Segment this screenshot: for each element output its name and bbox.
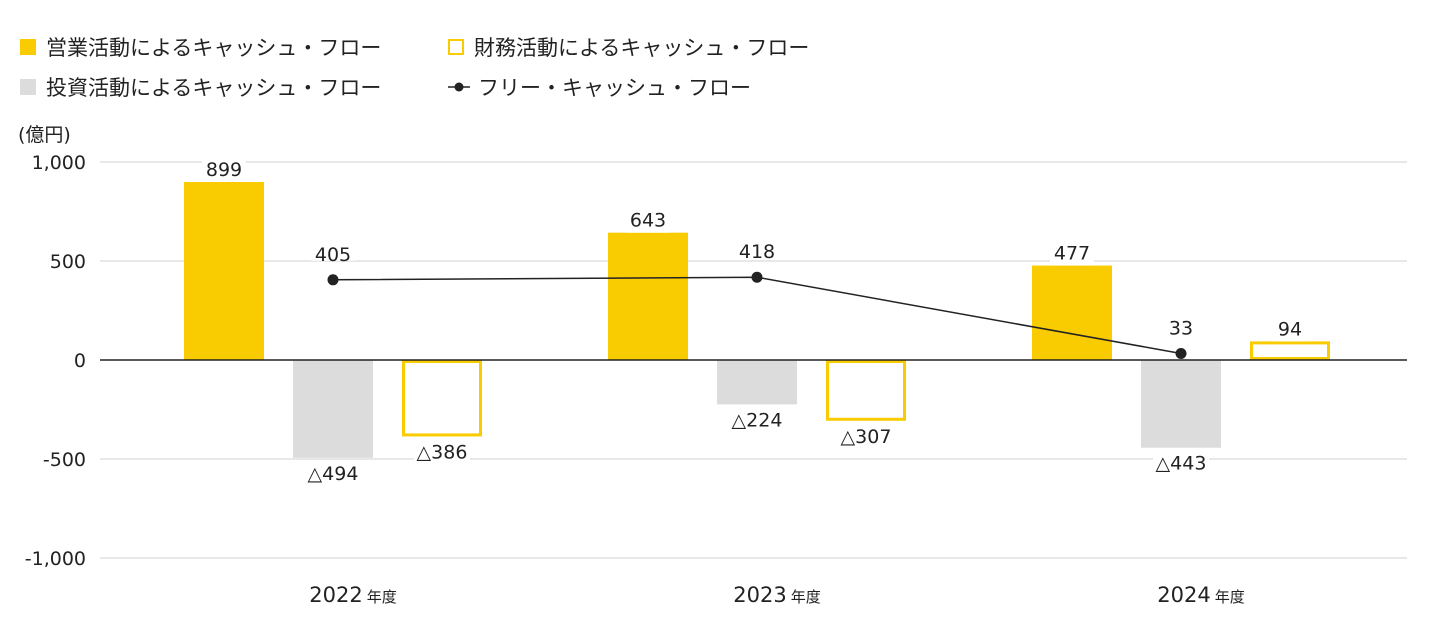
legend-item-financing: 財務活動によるキャッシュ・フロー <box>448 32 809 62</box>
legend-swatch-free <box>448 82 470 92</box>
y-tick-label: 1,000 <box>32 152 86 174</box>
x-category-label: 2024 年度 <box>1157 583 1244 607</box>
data-label: △224 <box>732 409 783 431</box>
y-tick-label: -1,000 <box>25 548 86 570</box>
legend-label-operating: 営業活動によるキャッシュ・フロー <box>46 36 382 60</box>
data-label: 33 <box>1169 317 1193 339</box>
data-label-bg <box>729 407 785 433</box>
legend-item-operating: 営業活動によるキャッシュ・フロー <box>20 32 381 62</box>
y-axis-unit: (億円) <box>18 124 71 146</box>
investing-bar <box>717 360 797 405</box>
legend-swatch-investing <box>20 79 36 95</box>
data-label: 899 <box>206 159 242 181</box>
data-label-bg <box>1153 450 1209 476</box>
legend-item-investing: 投資活動によるキャッシュ・フロー <box>20 72 381 102</box>
legend-item-free: フリー・キャッシュ・フロー <box>448 72 751 102</box>
financing-bar <box>826 360 906 421</box>
data-label-bg <box>305 460 361 486</box>
data-label-bg <box>202 156 246 182</box>
financing-bar <box>402 360 482 437</box>
data-label: 405 <box>315 244 351 266</box>
data-label: △494 <box>308 463 359 485</box>
data-label-bg <box>414 439 470 465</box>
data-label: 94 <box>1278 318 1302 340</box>
investing-bar <box>1141 360 1221 448</box>
data-label-bg <box>1050 240 1094 266</box>
legend-label-financing: 財務活動によるキャッシュ・フロー <box>474 36 810 60</box>
operating-bar <box>608 232 688 360</box>
operating-bar <box>184 181 264 360</box>
data-label: 643 <box>630 210 666 232</box>
data-label: △443 <box>1156 453 1207 475</box>
legend: 営業活動によるキャッシュ・フロー 財務活動によるキャッシュ・フロー 投資活動によ… <box>20 28 920 108</box>
data-label: △386 <box>417 441 468 463</box>
free-cash-flow-point <box>327 274 339 286</box>
financing-bar <box>1250 341 1330 360</box>
y-tick-label: 500 <box>50 251 86 273</box>
legend-label-free: フリー・キャッシュ・フロー <box>478 76 751 100</box>
data-label-bg <box>838 423 894 449</box>
data-label-bg <box>1274 316 1306 342</box>
y-tick-label: 0 <box>74 350 86 372</box>
x-category-label: 2022 年度 <box>309 583 396 607</box>
data-label: 418 <box>739 241 775 263</box>
y-tick-label: -500 <box>43 449 86 471</box>
data-label-bg <box>1165 309 1197 335</box>
data-label-bg <box>735 233 779 259</box>
data-label-bg <box>311 235 355 261</box>
legend-swatch-financing <box>448 39 464 55</box>
free-cash-flow-point <box>1175 347 1187 359</box>
data-label: 477 <box>1054 243 1090 265</box>
legend-swatch-operating <box>20 39 36 55</box>
legend-label-investing: 投資活動によるキャッシュ・フロー <box>46 76 382 100</box>
operating-bar <box>1032 265 1112 360</box>
free-cash-flow-point <box>751 271 763 283</box>
x-category-label: 2023 年度 <box>733 583 820 607</box>
investing-bar <box>293 360 373 458</box>
data-label: △307 <box>841 426 892 448</box>
data-label-bg <box>626 207 670 233</box>
